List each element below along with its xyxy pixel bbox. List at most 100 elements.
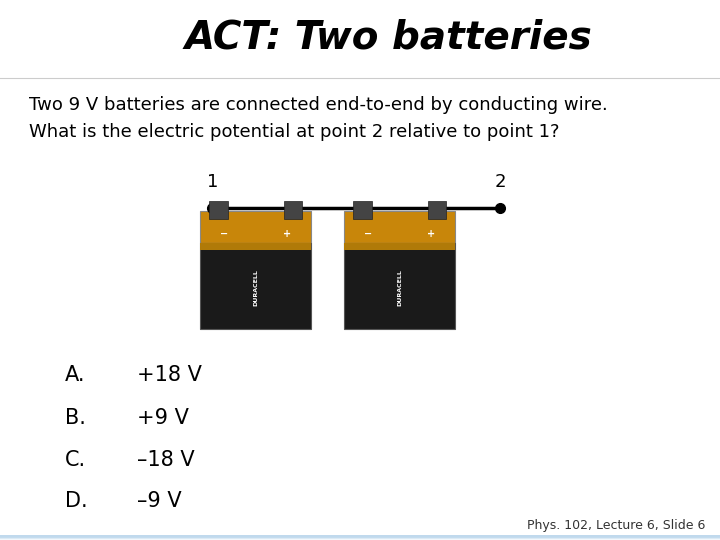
- Bar: [0, 535, 720, 537]
- Bar: [0, 537, 720, 540]
- Bar: [0, 536, 720, 538]
- Bar: [0, 535, 720, 537]
- Bar: [0, 536, 720, 538]
- Text: DURACELL: DURACELL: [253, 269, 258, 306]
- Bar: [344, 242, 456, 329]
- Bar: [0, 537, 720, 539]
- Bar: [0, 537, 720, 539]
- Bar: [199, 242, 311, 249]
- Bar: [0, 535, 720, 538]
- Bar: [0, 536, 720, 539]
- Bar: [0, 535, 720, 538]
- Bar: [0, 537, 720, 539]
- Bar: [0, 537, 720, 539]
- Bar: [0, 535, 720, 538]
- Bar: [0, 537, 720, 539]
- Bar: [0, 536, 720, 538]
- Bar: [0, 536, 720, 538]
- Bar: [0, 536, 720, 539]
- Bar: [0, 535, 720, 538]
- Bar: [0, 535, 720, 538]
- Bar: [0, 536, 720, 538]
- Bar: [0, 537, 720, 539]
- Bar: [0, 537, 720, 539]
- Bar: [0, 536, 720, 538]
- Bar: [0, 536, 720, 539]
- Bar: [0, 535, 720, 538]
- Bar: [0, 535, 720, 537]
- Bar: [284, 201, 302, 219]
- Bar: [0, 537, 720, 539]
- Bar: [0, 537, 720, 539]
- Bar: [0, 535, 720, 538]
- Bar: [0, 537, 720, 539]
- Bar: [0, 535, 720, 537]
- Bar: [0, 536, 720, 538]
- Bar: [0, 536, 720, 539]
- Bar: [0, 537, 720, 539]
- Bar: [0, 537, 720, 539]
- Text: DURACELL: DURACELL: [397, 269, 402, 306]
- Bar: [0, 536, 720, 538]
- Bar: [0, 536, 720, 538]
- Bar: [0, 536, 720, 538]
- Bar: [0, 537, 720, 540]
- Bar: [0, 537, 720, 539]
- Bar: [0, 536, 720, 539]
- Bar: [0, 536, 720, 538]
- Bar: [0, 536, 720, 539]
- Bar: [0, 536, 720, 538]
- Bar: [0, 536, 720, 539]
- Bar: [0, 536, 720, 539]
- Bar: [0, 537, 720, 539]
- Bar: [0, 537, 720, 540]
- Bar: [0, 535, 720, 538]
- Bar: [0, 536, 720, 539]
- Bar: [0, 535, 720, 538]
- Bar: [0, 537, 720, 540]
- Bar: [0, 535, 720, 538]
- Bar: [0, 535, 720, 538]
- Bar: [0, 535, 720, 537]
- Bar: [0, 537, 720, 539]
- Bar: [0, 535, 720, 538]
- Bar: [0, 536, 720, 538]
- Text: A.: A.: [65, 365, 85, 386]
- Bar: [353, 201, 372, 219]
- Bar: [0, 537, 720, 539]
- Bar: [0, 535, 720, 538]
- Bar: [0, 536, 720, 538]
- Bar: [199, 211, 311, 242]
- Bar: [0, 535, 720, 537]
- Bar: [0, 536, 720, 539]
- Text: 1: 1: [207, 173, 218, 191]
- Bar: [0, 536, 720, 539]
- Bar: [0, 535, 720, 537]
- Bar: [0, 536, 720, 539]
- Bar: [0, 536, 720, 539]
- Bar: [0, 536, 720, 538]
- Bar: [0, 535, 720, 537]
- Bar: [0, 537, 720, 539]
- Bar: [0, 536, 720, 538]
- Bar: [0, 536, 720, 539]
- Bar: [0, 536, 720, 538]
- Bar: [0, 535, 720, 538]
- Bar: [0, 537, 720, 539]
- Bar: [0, 537, 720, 539]
- Bar: [0, 536, 720, 538]
- Bar: [0, 537, 720, 539]
- Bar: [0, 536, 720, 538]
- Bar: [0, 536, 720, 538]
- Bar: [0, 537, 720, 540]
- Bar: [0, 537, 720, 539]
- Bar: [0, 536, 720, 538]
- Bar: [0, 537, 720, 539]
- Bar: [0, 536, 720, 539]
- Bar: [0, 537, 720, 540]
- Bar: [0, 535, 720, 538]
- Bar: [0, 535, 720, 538]
- Bar: [0, 535, 720, 538]
- Bar: [0, 537, 720, 539]
- Bar: [0, 536, 720, 539]
